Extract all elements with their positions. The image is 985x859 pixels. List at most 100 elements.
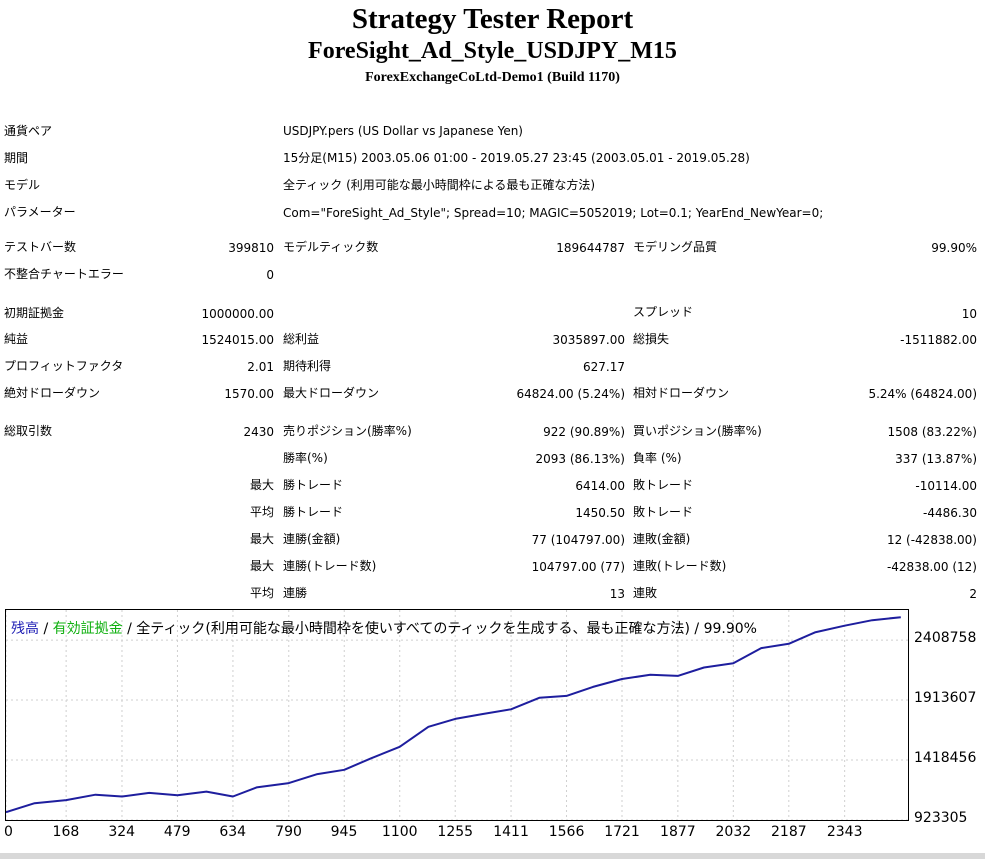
bars-value: 399810 bbox=[228, 241, 274, 255]
y-tick-label: 1913607 bbox=[914, 690, 977, 707]
legend-equity: 有効証拠金 bbox=[52, 621, 123, 637]
short-positions-value: 922 (90.89%) bbox=[543, 425, 625, 439]
cons-win-money-value: 77 (104797.00) bbox=[531, 533, 625, 547]
x-tick-label: 634 bbox=[219, 824, 247, 840]
loss-rate-label: 負率 (%) bbox=[633, 451, 682, 465]
ticks-label: モデルティック数 bbox=[283, 240, 379, 254]
x-tick-label: 945 bbox=[330, 824, 358, 840]
max-win-trade-value: 6414.00 bbox=[575, 479, 625, 493]
y-tick-label: 2408758 bbox=[914, 630, 977, 647]
chart-legend: 残高 / 有効証拠金 / 全ティック(利用可能な最小時間枠を使いすべてのティック… bbox=[11, 618, 757, 638]
x-tick-label: 1566 bbox=[548, 824, 585, 840]
x-tick-label: 2187 bbox=[771, 824, 807, 840]
legend-description: 全ティック(利用可能な最小時間枠を使いすべてのティックを生成する、最も正確な方法… bbox=[136, 621, 757, 637]
net-profit-value: 1524015.00 bbox=[201, 333, 274, 347]
balance-chart-svg bbox=[6, 610, 908, 820]
max-drawdown-value: 64824.00 (5.24%) bbox=[516, 387, 625, 401]
gross-profit-label: 総利益 bbox=[283, 332, 320, 346]
x-tick-label: 1411 bbox=[493, 824, 529, 840]
x-tick-label: 1877 bbox=[660, 824, 696, 840]
abs-drawdown-label: 絶対ドローダウン bbox=[4, 386, 101, 400]
loss-rate-value: 337 (13.87%) bbox=[895, 452, 977, 466]
x-tick-label: 790 bbox=[275, 824, 302, 840]
avg-prefix-1: 平均 bbox=[249, 505, 274, 519]
params-label: パラメーター bbox=[4, 205, 76, 219]
gross-loss-label: 総損失 bbox=[633, 332, 670, 346]
x-tick-label: 1255 bbox=[437, 824, 474, 840]
expected-payoff-label: 期待利得 bbox=[283, 359, 332, 373]
cons-loss-count-label: 連敗(トレード数) bbox=[633, 559, 727, 573]
deposit-value: 1000000.00 bbox=[201, 307, 274, 321]
legend-separator-1: / bbox=[39, 621, 53, 637]
legend-separator-2: / bbox=[122, 621, 137, 637]
ticks-value: 189644787 bbox=[556, 241, 625, 255]
quality-value: 99.90% bbox=[931, 241, 977, 255]
y-tick-label: 1418456 bbox=[914, 750, 977, 767]
x-tick-label: 1721 bbox=[604, 824, 640, 840]
balance-line bbox=[6, 616, 901, 814]
x-tick-label: 479 bbox=[163, 824, 191, 840]
avg-cons-win-label: 連勝 bbox=[283, 586, 308, 600]
profit-factor-value: 2.01 bbox=[247, 360, 274, 374]
cons-win-count-value: 104797.00 (77) bbox=[531, 560, 625, 574]
bottom-scrollbar[interactable] bbox=[0, 853, 985, 859]
avg-cons-loss-value: 2 bbox=[969, 587, 977, 601]
max-prefix-3: 最大 bbox=[249, 559, 274, 573]
max-loss-trade-label: 敗トレード bbox=[633, 478, 694, 492]
period-label: 期間 bbox=[4, 151, 29, 165]
legend-balance: 残高 bbox=[11, 621, 39, 637]
model-label: モデル bbox=[4, 178, 41, 192]
deposit-label: 初期証拠金 bbox=[4, 306, 65, 320]
avg-prefix-2: 平均 bbox=[249, 586, 274, 600]
total-trades-value: 2430 bbox=[243, 425, 274, 439]
x-tick-label: 1100 bbox=[381, 824, 418, 840]
gross-loss-value: -1511882.00 bbox=[900, 333, 977, 347]
max-drawdown-label: 最大ドローダウン bbox=[283, 386, 380, 400]
avg-win-trade-label: 勝トレード bbox=[283, 505, 344, 519]
profit-factor-label: プロフィットファクタ bbox=[4, 359, 124, 373]
avg-loss-trade-label: 敗トレード bbox=[633, 505, 694, 519]
symbol-value: USDJPY.pers (US Dollar vs Japanese Yen) bbox=[283, 124, 523, 138]
spread-label: スプレッド bbox=[633, 305, 694, 319]
abs-drawdown-value: 1570.00 bbox=[224, 387, 274, 401]
expected-payoff-value: 627.17 bbox=[583, 360, 625, 374]
model-value: 全ティック (利用可能な最小時間枠による最も正確な方法) bbox=[283, 178, 596, 192]
long-positions-value: 1508 (83.22%) bbox=[887, 425, 977, 439]
avg-loss-trade-value: -4486.30 bbox=[923, 506, 977, 520]
rel-drawdown-value: 5.24% (64824.00) bbox=[868, 387, 977, 401]
y-tick-label: 923305 bbox=[914, 810, 968, 826]
bars-label: テストバー数 bbox=[4, 240, 77, 254]
server-build: ForexExchangeCoLtd-Demo1 (Build 1170) bbox=[365, 70, 620, 85]
cons-loss-money-value: 12 (-42838.00) bbox=[886, 533, 977, 547]
params-value: Com="ForeSight_Ad_Style"; Spread=10; MAG… bbox=[283, 206, 824, 220]
rel-drawdown-label: 相対ドローダウン bbox=[633, 386, 730, 400]
cons-loss-money-label: 連敗(金額) bbox=[633, 532, 691, 546]
avg-cons-win-value: 13 bbox=[609, 587, 625, 601]
max-prefix-1: 最大 bbox=[249, 478, 274, 492]
cons-win-count-label: 連勝(トレード数) bbox=[283, 559, 377, 573]
period-value: 15分足(M15) 2003.05.06 01:00 - 2019.05.27 … bbox=[283, 151, 750, 165]
x-tick-label: 324 bbox=[108, 824, 136, 840]
x-tick-label: 2032 bbox=[715, 824, 752, 840]
short-positions-label: 売りポジション(勝率%) bbox=[283, 424, 412, 438]
max-loss-trade-value: -10114.00 bbox=[915, 479, 977, 493]
max-win-trade-label: 勝トレード bbox=[283, 478, 344, 492]
x-tick-label: 2343 bbox=[826, 824, 863, 840]
mismatch-value: 0 bbox=[266, 268, 274, 282]
cons-loss-count-value: -42838.00 (12) bbox=[886, 560, 977, 574]
win-rate-value: 2093 (86.13%) bbox=[535, 452, 625, 466]
net-profit-label: 純益 bbox=[4, 332, 29, 346]
max-prefix-2: 最大 bbox=[249, 532, 274, 546]
spread-value: 10 bbox=[961, 307, 977, 321]
x-tick-label: 0 bbox=[4, 824, 13, 840]
total-trades-label: 総取引数 bbox=[4, 424, 53, 438]
gross-profit-value: 3035897.00 bbox=[552, 333, 625, 347]
balance-chart bbox=[5, 609, 909, 821]
ea-name: ForeSight_Ad_Style_USDJPY_M15 bbox=[308, 38, 677, 64]
symbol-label: 通貨ペア bbox=[4, 124, 53, 138]
quality-label: モデリング品質 bbox=[633, 240, 718, 254]
avg-cons-loss-label: 連敗 bbox=[633, 586, 658, 600]
report-title: Strategy Tester Report bbox=[351, 3, 634, 35]
long-positions-label: 買いポジション(勝率%) bbox=[633, 424, 762, 438]
win-rate-label: 勝率(%) bbox=[283, 451, 328, 465]
